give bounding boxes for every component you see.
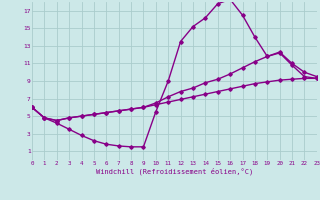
X-axis label: Windchill (Refroidissement éolien,°C): Windchill (Refroidissement éolien,°C) (96, 168, 253, 175)
